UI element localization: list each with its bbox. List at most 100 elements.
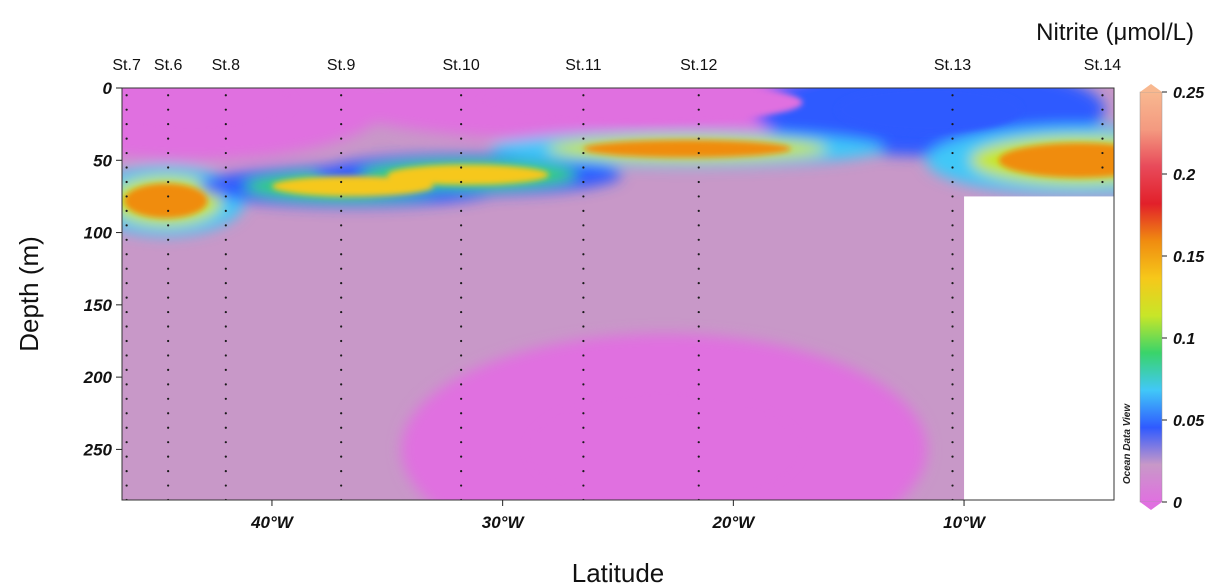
- sample-point: [697, 282, 700, 285]
- sample-point: [224, 282, 227, 285]
- sample-point: [951, 166, 954, 169]
- sample-point: [340, 339, 343, 343]
- y-tick-label: 150: [84, 296, 113, 315]
- sample-point: [125, 253, 128, 256]
- sample-point: [125, 310, 128, 314]
- sample-point: [460, 310, 463, 314]
- sample-point: [224, 137, 227, 140]
- sample-point: [951, 325, 954, 328]
- sample-point: [582, 441, 585, 444]
- field-core-surface-low-center: [479, 88, 803, 123]
- sample-point: [224, 441, 227, 444]
- chart-title: Nitrite (μmol/L): [1036, 19, 1194, 46]
- sample-point: [224, 180, 227, 184]
- sample-point: [951, 209, 954, 212]
- colorbar-bottom-cap: [1140, 502, 1162, 510]
- sample-point: [340, 267, 343, 270]
- sample-point: [167, 310, 170, 314]
- sample-point: [340, 441, 343, 444]
- sample-point: [224, 484, 227, 487]
- sample-point: [951, 94, 954, 97]
- sample-point: [582, 238, 585, 241]
- colorbar-tick-label: 0.15: [1173, 249, 1205, 266]
- sample-point: [125, 180, 128, 184]
- sample-point: [697, 238, 700, 241]
- y-tick-label: 0: [103, 79, 113, 98]
- sample-point: [125, 426, 128, 429]
- sample-point: [697, 368, 700, 371]
- sample-point: [167, 238, 170, 241]
- colorbar-ticks: 0 0.05 0.1 0.15 0.2 0.25: [1162, 85, 1205, 512]
- sample-point: [697, 383, 700, 386]
- sample-point: [697, 469, 700, 473]
- sample-point: [951, 195, 954, 198]
- x-tick-label: 10°W: [943, 513, 987, 532]
- sample-point: [125, 108, 128, 111]
- x-tick-label: 40°W: [250, 513, 295, 532]
- sample-point: [125, 368, 128, 371]
- sample-point: [340, 397, 343, 400]
- field-core-max-st9: [271, 176, 434, 197]
- station-label: St.7: [112, 57, 141, 74]
- sample-point: [460, 325, 463, 328]
- sample-point: [167, 484, 170, 487]
- sample-point: [167, 441, 170, 444]
- sample-point: [697, 108, 700, 111]
- sample-point: [951, 137, 954, 140]
- sample-point: [582, 253, 585, 256]
- sample-point: [460, 137, 463, 140]
- colorbar-tick-label: 0: [1173, 495, 1182, 512]
- sample-point: [951, 310, 954, 314]
- sample-point: [167, 368, 170, 371]
- sample-point: [697, 339, 700, 343]
- colorbar-tick-label: 0.05: [1173, 413, 1205, 430]
- sample-point: [167, 354, 170, 357]
- sample-point: [460, 354, 463, 357]
- field-core-surface-green-east: [837, 88, 1022, 133]
- sample-point: [224, 469, 227, 473]
- sample-point: [125, 238, 128, 241]
- sample-point: [340, 412, 343, 415]
- sample-point: [340, 195, 343, 198]
- sample-point: [125, 397, 128, 400]
- station-label: St.13: [934, 57, 971, 74]
- sample-point: [224, 325, 227, 328]
- sample-point: [697, 354, 700, 357]
- sample-point: [697, 412, 700, 415]
- sample-point: [167, 253, 170, 256]
- sample-point: [460, 267, 463, 270]
- sample-point: [224, 267, 227, 270]
- sample-point: [224, 108, 227, 111]
- sample-point: [224, 354, 227, 357]
- sample-point: [340, 368, 343, 371]
- sample-point: [224, 412, 227, 415]
- sample-point: [697, 441, 700, 444]
- sample-point: [340, 310, 343, 314]
- sample-point: [1101, 108, 1104, 111]
- sample-point: [125, 267, 128, 270]
- plot-area: [122, 88, 1114, 500]
- sample-point: [340, 426, 343, 429]
- sample-point: [951, 368, 954, 371]
- colorbar: 0 0.05 0.1 0.15 0.2 0.25: [1139, 84, 1205, 512]
- sample-point: [340, 137, 343, 140]
- sample-point: [340, 383, 343, 386]
- sample-point: [460, 368, 463, 371]
- sample-point: [224, 455, 227, 458]
- sample-point: [951, 484, 954, 487]
- sample-point: [340, 484, 343, 487]
- sample-point: [167, 166, 170, 169]
- station-label: St.12: [680, 57, 717, 74]
- station-label: St.8: [212, 57, 241, 74]
- sample-point: [951, 455, 954, 458]
- field-core-max-center: [583, 140, 792, 158]
- x-axis: 40°W 30°W 20°W 10°W: [250, 500, 987, 532]
- sample-point: [167, 426, 170, 429]
- field-core-surface-low-west: [122, 88, 295, 132]
- field-core-deep-low-center: [525, 391, 803, 500]
- sample-point: [582, 267, 585, 270]
- sample-point: [582, 339, 585, 343]
- sample-point: [697, 253, 700, 256]
- sample-point: [582, 166, 585, 169]
- sample-point: [125, 166, 128, 169]
